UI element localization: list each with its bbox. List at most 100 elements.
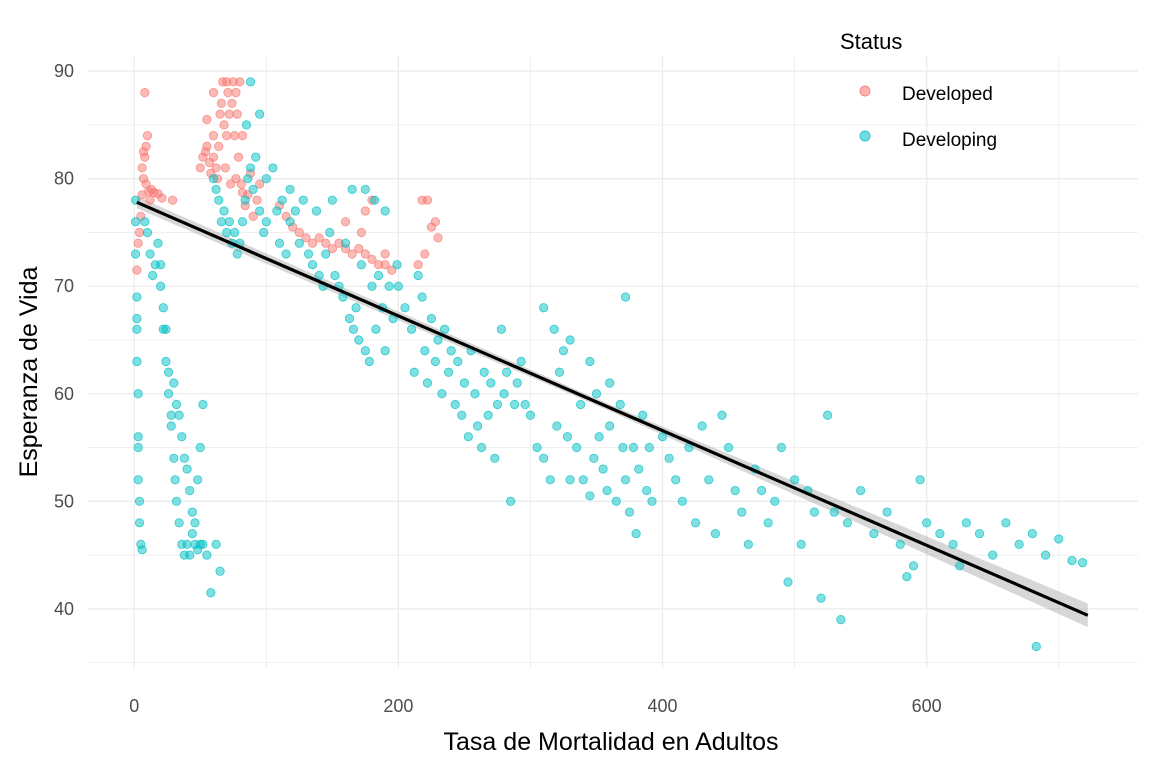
point-developing [166, 421, 176, 431]
point-developing [915, 475, 925, 485]
point-developing [290, 206, 300, 216]
point-developed [237, 131, 248, 141]
point-developing [545, 475, 555, 485]
point-developed [307, 238, 318, 248]
point-developing [245, 163, 256, 173]
point-developing [591, 389, 602, 399]
data-points [130, 77, 1088, 652]
point-developed [227, 98, 237, 108]
legend-title: Status [840, 29, 902, 54]
point-developing [558, 346, 569, 356]
point-developed [340, 217, 351, 227]
point-developed [360, 206, 370, 216]
point-developing [470, 389, 480, 399]
point-developing [406, 324, 417, 334]
point-developing [783, 577, 793, 587]
point-developing [450, 399, 460, 410]
x-tick-label: 600 [912, 696, 942, 716]
point-developing [171, 399, 182, 410]
point-developing [961, 518, 971, 528]
point-developing [589, 453, 599, 463]
point-developed [140, 88, 150, 98]
point-developing [690, 518, 701, 528]
regression-line-group [136, 200, 1089, 617]
point-developing [842, 518, 853, 528]
point-developing [134, 518, 145, 528]
point-developing [360, 346, 370, 356]
point-developing [496, 324, 506, 334]
point-developing [193, 475, 203, 485]
point-developing [344, 313, 355, 324]
point-developing [360, 184, 370, 195]
point-developed [433, 233, 443, 243]
point-developed [255, 179, 265, 189]
point-developing [240, 195, 250, 205]
point-developing [371, 324, 381, 334]
point-developing [373, 270, 384, 281]
point-developing [169, 378, 179, 388]
point-developing [525, 410, 536, 420]
point-developing [433, 335, 443, 345]
point-developing [232, 249, 242, 259]
point-developed [327, 243, 337, 254]
point-developing [576, 399, 586, 410]
point-developed [208, 88, 219, 98]
point-developed [132, 265, 142, 275]
legend-marker-developed [859, 85, 871, 97]
point-developing [770, 496, 780, 506]
point-developing [483, 410, 493, 420]
point-developing [756, 485, 767, 496]
point-developing [763, 518, 773, 528]
point-developing [216, 217, 226, 227]
legend-label-developing: Developing [902, 130, 997, 151]
point-developing [224, 217, 234, 227]
point-developing [261, 217, 271, 227]
point-developing [142, 227, 153, 238]
point-developing [351, 303, 361, 313]
y-axis-ticks: 40 50 60 70 80 90 [54, 61, 74, 619]
point-developing [611, 496, 621, 506]
point-developing [174, 518, 184, 528]
point-developing [272, 206, 282, 216]
point-developing [664, 453, 674, 463]
point-developing [206, 588, 216, 598]
point-developing [380, 206, 390, 216]
point-developing [790, 475, 800, 485]
point-developing [285, 217, 295, 227]
point-developing [248, 184, 258, 195]
point-developed [133, 238, 143, 248]
point-developing [133, 389, 143, 399]
point-developing [198, 539, 208, 549]
point-developed [380, 249, 390, 259]
point-developing [314, 270, 324, 281]
point-developing [1014, 539, 1024, 549]
legend-marker-developing [859, 130, 871, 142]
point-developed [157, 193, 167, 203]
point-developing [347, 184, 357, 195]
point-developing [598, 464, 608, 474]
point-developing [321, 249, 331, 259]
point-developing [198, 399, 208, 410]
point-developing [657, 432, 668, 442]
point-developing [743, 539, 753, 549]
point-developed [235, 77, 245, 87]
y-tick-label: 60 [54, 384, 74, 404]
point-developing [426, 313, 436, 324]
point-developing [473, 421, 483, 431]
point-developing [1067, 555, 1077, 566]
point-developing [393, 281, 403, 291]
point-developed [380, 260, 390, 270]
point-developing [1001, 518, 1011, 528]
point-developing [281, 249, 291, 259]
point-developing [502, 367, 512, 377]
point-developing [602, 485, 612, 496]
point-developed [314, 233, 324, 243]
point-developing [510, 399, 520, 410]
point-developing [457, 410, 467, 420]
point-developing [565, 335, 575, 345]
point-developing [384, 281, 394, 291]
point-developing [499, 389, 509, 399]
point-developing [697, 421, 707, 431]
point-developing [163, 389, 174, 399]
